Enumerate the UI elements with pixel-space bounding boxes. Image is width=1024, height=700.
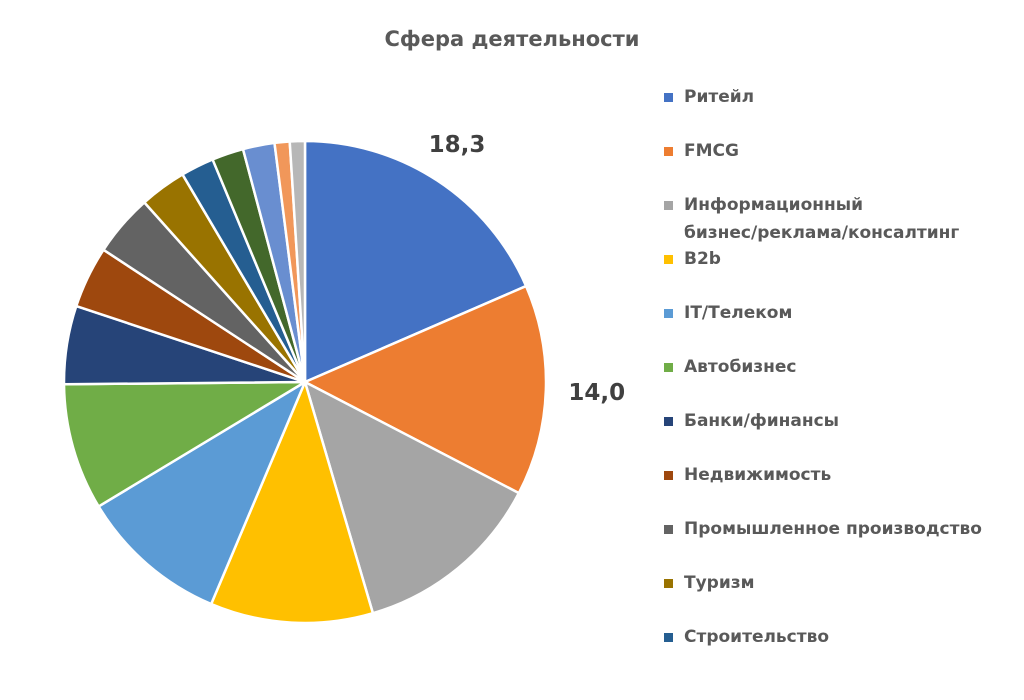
legend-label: Строительство (684, 624, 829, 651)
legend-label-line: IT/Телеком (684, 303, 793, 323)
legend-swatch (664, 147, 673, 156)
legend-label-line: Банки/финансы (684, 411, 840, 431)
legend-swatch (664, 579, 673, 588)
legend-label-line: FMCG (684, 141, 739, 161)
legend-label: Автобизнес (684, 354, 796, 381)
legend-label: Банки/финансы (684, 408, 839, 435)
legend-label-line: B2b (684, 249, 721, 269)
pie-slice-3 (209, 380, 375, 625)
data-label-1: 14,0 (568, 380, 625, 406)
legend-swatch (664, 93, 673, 102)
legend-label: Туризм (684, 570, 755, 597)
legend-label: B2b (684, 246, 721, 273)
pie-slice-5 (62, 380, 307, 508)
legend-label-line: Промышленное производство (684, 519, 982, 539)
legend-label-line: Информационный (684, 195, 864, 215)
legend-swatch (664, 201, 673, 210)
legend-label-line: Туризм (684, 573, 755, 593)
legend-swatch (664, 471, 673, 480)
legend-label-line: бизнес/реклама/консалтинг (684, 223, 960, 243)
legend-swatch (664, 309, 673, 318)
pie-slice-2 (303, 380, 521, 615)
legend-label: Ритейл (684, 84, 754, 111)
legend-label: IT/Телеком (684, 300, 792, 327)
legend-label-line: Строительство (684, 627, 830, 647)
legend-label-line: Недвижимость (684, 465, 832, 485)
legend-label: Недвижимость (684, 462, 831, 489)
legend-label-line: Автобизнес (684, 357, 797, 377)
legend-swatch (664, 255, 673, 264)
legend-swatch (664, 525, 673, 534)
legend-label: Информационный бизнес/реклама/консалтинг (684, 192, 959, 247)
legend-label: Промышленное производство (684, 516, 982, 543)
data-label-0: 18,3 (429, 132, 486, 158)
chart-title: Сфера деятельности (384, 27, 640, 51)
pie-slice-4 (97, 380, 307, 606)
pie-slice-0 (303, 139, 528, 384)
pie-slice-14 (288, 139, 307, 384)
legend-swatch (664, 363, 673, 372)
legend-label: FMCG (684, 138, 739, 165)
legend-swatch (664, 417, 673, 426)
pie-slice-1 (303, 284, 548, 495)
legend-label-line: Ритейл (684, 87, 755, 107)
legend-swatch (664, 633, 673, 642)
